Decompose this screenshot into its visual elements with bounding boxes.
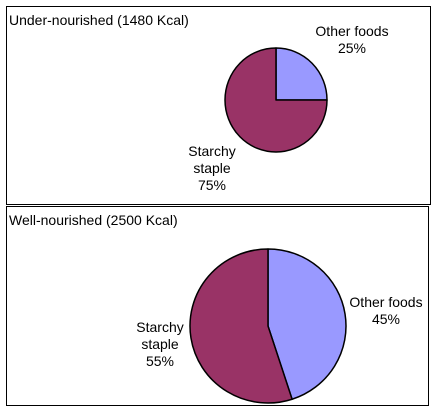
- slice-percent-label: 25%: [337, 40, 367, 56]
- slice-label-other-foods: Other foods 25%: [307, 23, 397, 57]
- pie-slice-other-foods: [267, 248, 347, 400]
- slice-percent-label: 55%: [145, 353, 175, 369]
- slice-label-starchy-staple: Starchy staple 55%: [125, 319, 195, 370]
- pie-slice-other-foods: [275, 47, 328, 101]
- slice-percent-label: 75%: [197, 177, 227, 193]
- slice-label-starchy-staple: Starchy staple 75%: [177, 143, 247, 194]
- pie-slice-starchy-staple: [189, 248, 293, 404]
- chart-panel-under-nourished: Under-nourished (1480 Kcal) Other foods …: [6, 6, 431, 205]
- slice-label-line: Other foods: [315, 23, 389, 39]
- chart-title: Well-nourished (2500 Kcal): [9, 212, 178, 228]
- chart-title: Under-nourished (1480 Kcal): [9, 12, 189, 28]
- chart-panel-well-nourished: Well-nourished (2500 Kcal) Other foods 4…: [6, 206, 429, 406]
- pie-chart-under-nourished: [224, 47, 328, 153]
- slice-label-line: Starchy: [136, 319, 184, 335]
- slice-label-other-foods: Other foods 45%: [343, 294, 429, 328]
- slice-label-line: staple: [193, 160, 231, 176]
- pie-slice-starchy-staple: [224, 47, 328, 153]
- slice-label-line: staple: [141, 336, 179, 352]
- slice-label-line: Starchy: [188, 143, 236, 159]
- slice-label-line: Other foods: [349, 294, 423, 310]
- pie-chart-well-nourished: [189, 248, 347, 404]
- slice-percent-label: 45%: [371, 311, 401, 327]
